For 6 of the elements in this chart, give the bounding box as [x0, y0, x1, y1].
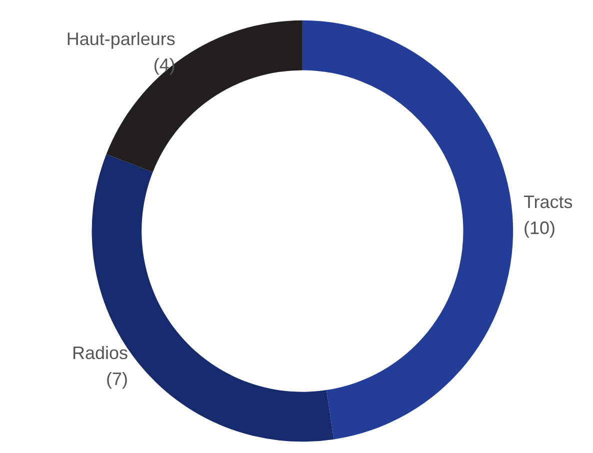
slice-label: Radios: [72, 343, 128, 364]
slice-label: Tracts: [523, 192, 573, 212]
slice-label: Haut-parleurs: [66, 29, 176, 50]
data-label: (4): [153, 55, 176, 76]
data-label: (7): [106, 369, 128, 390]
data-label: (10): [523, 218, 556, 238]
